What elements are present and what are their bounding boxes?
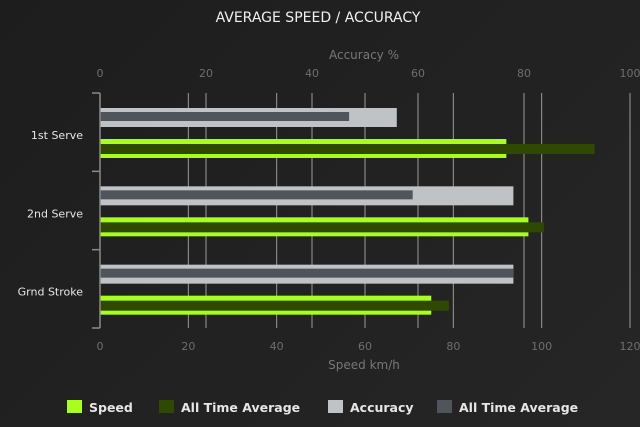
category-label: 1st Serve <box>31 129 83 142</box>
legend-swatch <box>67 400 82 413</box>
accuracy-tick-label: 80 <box>517 67 531 80</box>
accuracy-tick-label: 0 <box>97 67 104 80</box>
chart-title: AVERAGE SPEED / ACCURACY <box>216 10 421 26</box>
accuracy-axis-label: Accuracy % <box>329 48 399 62</box>
accuracy-average-bar <box>100 268 514 278</box>
speed-average-bar <box>100 222 544 233</box>
legend-swatch <box>437 400 452 413</box>
accuracy-tick-label: 60 <box>411 67 425 80</box>
legend-label: Accuracy <box>350 400 414 415</box>
accuracy-tick-label: 100 <box>620 67 640 80</box>
category-label: 2nd Serve <box>27 207 83 220</box>
speed-tick-label: 100 <box>531 340 552 353</box>
speed-tick-label: 20 <box>181 340 195 353</box>
accuracy-tick-label: 20 <box>199 67 213 80</box>
speed-average-bar <box>100 144 595 154</box>
legend-label: Speed <box>89 400 133 415</box>
speed-axis-label: Speed km/h <box>328 358 400 372</box>
accuracy-average-bar <box>100 190 413 200</box>
speed-tick-label: 0 <box>97 340 104 353</box>
legend-label: All Time Average <box>459 400 578 415</box>
speed-tick-label: 40 <box>270 340 284 353</box>
speed-tick-label: 80 <box>446 340 460 353</box>
legend-swatch <box>159 400 174 413</box>
legend-swatch <box>328 400 343 413</box>
speed-average-bar <box>100 300 449 311</box>
speed-tick-label: 120 <box>620 340 640 353</box>
category-label: Grnd Stroke <box>18 286 84 299</box>
speed-tick-label: 60 <box>358 340 372 353</box>
accuracy-average-bar <box>100 112 350 121</box>
accuracy-tick-label: 40 <box>305 67 319 80</box>
legend-label: All Time Average <box>181 400 300 415</box>
